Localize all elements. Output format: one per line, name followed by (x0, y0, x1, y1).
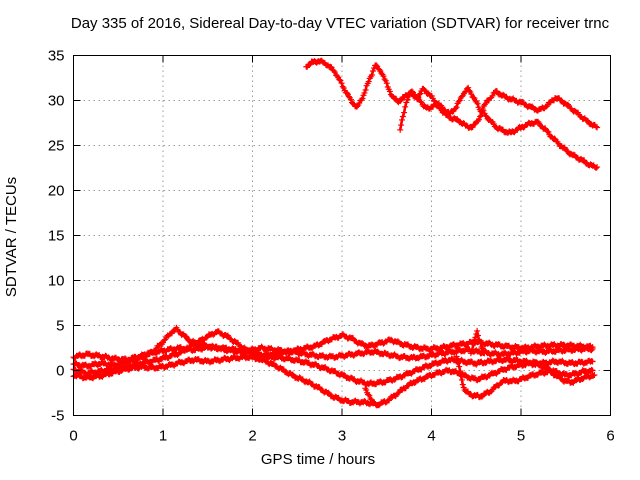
x-tick-label: 1 (159, 428, 167, 445)
data-trace-markers-upper-track-2 (397, 89, 601, 171)
y-tick-label: 35 (48, 48, 65, 65)
y-axis-label: SDTVAR / TECUs (3, 177, 20, 297)
x-tick-label: 6 (606, 428, 614, 445)
x-tick-label: 0 (69, 428, 77, 445)
data-trace-markers-lower-track-7-ladder (362, 385, 378, 406)
y-tick-label: 0 (56, 363, 64, 380)
x-tick-label: 4 (427, 428, 435, 445)
x-tick-label: 2 (248, 428, 256, 445)
y-tick-label: 20 (48, 183, 65, 200)
y-tick-label: -5 (51, 408, 64, 425)
y-tick-label: 25 (48, 138, 65, 155)
x-tick-label: 3 (338, 428, 346, 445)
chart-title: Day 335 of 2016, Sidereal Day-to-day VTE… (71, 15, 610, 32)
y-tick-label: 30 (48, 93, 65, 110)
tick-layer: 0 1 2 3 4 5 6 -5 0 5 10 15 20 25 30 35 (48, 48, 615, 445)
data-trace-markers-lower-track-6-spike (467, 327, 488, 357)
y-tick-label: 15 (48, 228, 65, 245)
y-tick-label: 5 (56, 318, 64, 335)
y-tick-label: 10 (48, 273, 65, 290)
data-trace-markers-lower-track-5 (453, 353, 598, 401)
x-axis-label: GPS time / hours (261, 451, 375, 468)
x-tick-label: 5 (517, 428, 525, 445)
data-trace-markers-upper-track-1 (303, 57, 601, 131)
data-layer (70, 57, 601, 409)
